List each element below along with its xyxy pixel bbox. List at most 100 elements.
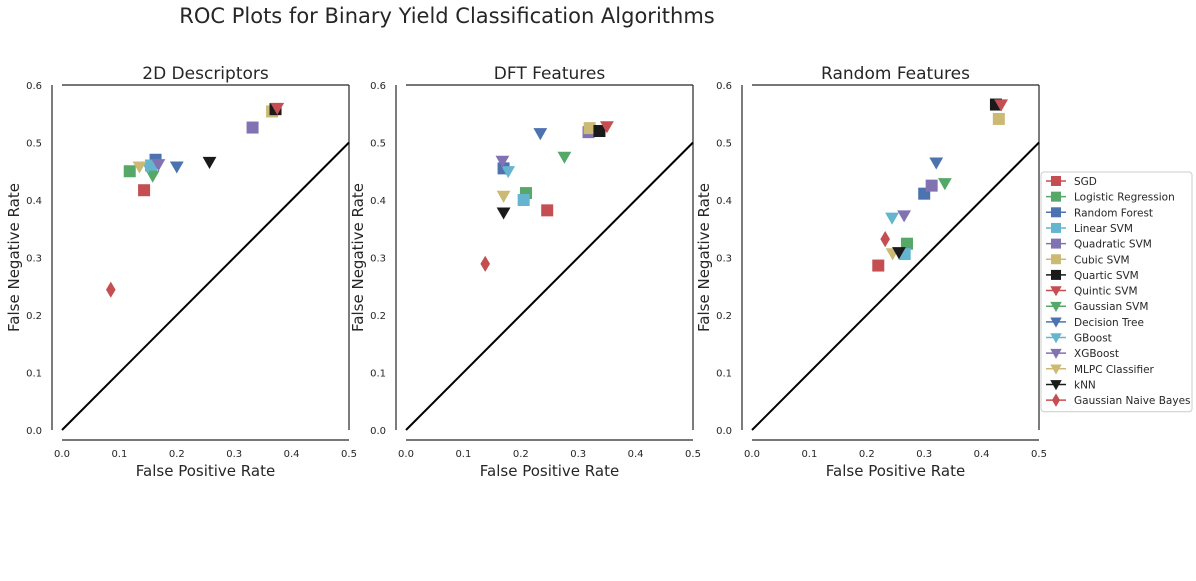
reference-line — [61, 141, 350, 431]
x-tick-label: 0.3 — [226, 449, 242, 460]
x-tick-label: 0.1 — [455, 449, 471, 460]
legend-marker — [1050, 364, 1062, 375]
legend-label: MLPC Classifier — [1074, 364, 1155, 376]
point-quadratic-svm — [246, 121, 259, 134]
point-decision-tree — [533, 128, 548, 141]
x-tick-label: 0.0 — [54, 449, 70, 460]
panels: 2D Descriptors 0.0 0.1 0.2 0.3 0.4 0.5 0.0 0.1 0.… — [5, 64, 1047, 480]
point-decision-tree — [929, 157, 944, 170]
legend-label: SGD — [1074, 176, 1097, 188]
legend: SGD Logistic Regression Random Forest Linea… — [1040, 171, 1193, 413]
x-tick-label: 0.5 — [341, 449, 357, 460]
x-tick-label: 0.0 — [398, 449, 414, 460]
legend-label: kNN — [1074, 379, 1096, 391]
panel-title: 2D Descriptors — [142, 64, 269, 84]
figure-title: ROC Plots for Binary Yield Classificatio… — [179, 4, 714, 28]
x-tick-label: 0.1 — [111, 449, 127, 460]
point-gaussian-svm — [557, 151, 572, 164]
legend-entry: Quadratic SVM — [1046, 238, 1152, 251]
point-quintic-svm — [270, 102, 285, 115]
legend-entry: Quartic SVM — [1046, 269, 1139, 282]
point-knn — [496, 207, 511, 220]
point-xgboost — [897, 210, 912, 223]
y-tick-label: 0.4 — [26, 196, 42, 207]
y-tick-label: 0.3 — [370, 254, 386, 265]
legend-marker — [1050, 333, 1062, 344]
point-sgd — [872, 259, 885, 272]
point-gaussian-naive-bayes — [480, 255, 491, 272]
x-axis-label: False Positive Rate — [136, 462, 275, 480]
legend-marker — [1050, 301, 1062, 312]
point-gaussian-naive-bayes — [105, 281, 116, 298]
point-sgd — [138, 184, 151, 197]
legend-label: Quadratic SVM — [1074, 239, 1152, 251]
x-tick-label: 0.5 — [1031, 449, 1047, 460]
legend-frame — [1040, 171, 1193, 413]
point-mlpc-classifier — [496, 190, 511, 203]
y-tick-label: 0.6 — [370, 81, 386, 92]
legend-label: Random Forest — [1074, 207, 1153, 219]
legend-entry: Logistic Regression — [1046, 191, 1175, 204]
y-tick-label: 0.0 — [26, 426, 42, 437]
x-tick-label: 0.4 — [628, 449, 644, 460]
legend-entry: Decision Tree — [1046, 317, 1144, 329]
point-knn — [202, 156, 217, 169]
point-linear-svm — [898, 248, 911, 261]
point-quintic-svm — [600, 121, 614, 134]
panel-title: Random Features — [821, 64, 970, 84]
y-tick-label: 0.5 — [716, 139, 732, 150]
point-linear-svm — [517, 194, 530, 206]
legend-label: Quintic SVM — [1074, 286, 1138, 298]
point-logistic-regression — [123, 165, 136, 178]
y-tick-label: 0.2 — [716, 311, 732, 322]
x-tick-label: 0.2 — [169, 449, 185, 460]
x-tick-label: 0.1 — [801, 449, 817, 460]
legend-entry: kNN — [1046, 379, 1096, 391]
panel-2: DFT Features 0.0 0.1 0.2 0.3 0.4 0.5 0.0 0.1 0.2 0… — [349, 64, 701, 480]
y-tick-label: 0.3 — [716, 254, 732, 265]
legend-marker — [1050, 348, 1062, 359]
legend-label: Quartic SVM — [1074, 270, 1139, 282]
legend-entry: MLPC Classifier — [1046, 364, 1155, 376]
y-tick-label: 0.1 — [370, 369, 386, 380]
legend-entry: Linear SVM — [1046, 222, 1133, 235]
panel-1: 2D Descriptors 0.0 0.1 0.2 0.3 0.4 0.5 0.0 0.1 0.… — [5, 64, 357, 480]
point-cubic-svm — [583, 122, 596, 135]
y-tick-label: 0.5 — [26, 139, 42, 150]
legend-marker — [1052, 393, 1060, 407]
y-tick-label: 0.5 — [370, 139, 386, 150]
legend-marker — [1050, 286, 1062, 297]
point-decision-tree — [169, 161, 184, 174]
legend-entry: XGBoost — [1046, 348, 1119, 360]
legend-marker — [1051, 254, 1061, 265]
x-axis-label: False Positive Rate — [826, 462, 965, 480]
point-quartic-svm — [593, 125, 606, 137]
legend-marker — [1050, 380, 1062, 391]
legend-label: Cubic SVM — [1074, 254, 1130, 266]
y-axis-label: False Negative Rate — [695, 183, 713, 332]
legend-entry: SGD — [1046, 176, 1097, 188]
point-xgboost — [495, 155, 510, 168]
legend-label: Logistic Regression — [1074, 192, 1175, 204]
y-tick-label: 0.6 — [26, 81, 42, 92]
legend-label: Gaussian Naive Bayes — [1074, 395, 1191, 407]
point-gboost — [885, 212, 899, 225]
legend-marker — [1051, 238, 1061, 249]
point-knn — [892, 247, 906, 260]
point-cubic-svm — [992, 112, 1005, 125]
legend-label: XGBoost — [1074, 348, 1119, 360]
point-quintic-svm — [994, 99, 1009, 112]
legend-marker — [1051, 222, 1061, 233]
point-xgboost — [151, 159, 166, 172]
y-tick-label: 0.2 — [26, 311, 42, 322]
point-gaussian-svm — [145, 170, 160, 183]
reference-line — [405, 141, 694, 431]
point-gaussian-svm — [937, 178, 952, 191]
point-gaussian-naive-bayes — [880, 231, 890, 248]
y-tick-label: 0.6 — [716, 81, 732, 92]
point-logistic-regression — [900, 237, 913, 250]
x-tick-label: 0.2 — [513, 449, 529, 460]
legend-label: GBoost — [1074, 333, 1112, 345]
y-tick-label: 0.2 — [370, 311, 386, 322]
